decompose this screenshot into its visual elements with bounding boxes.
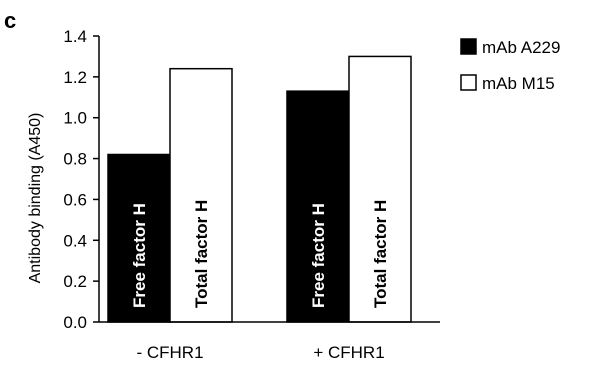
bar-mab-m15 (169, 67, 233, 323)
legend-label: mAb A229 (482, 38, 560, 57)
x-axis-ticks: - CFHR1 + CFHR1 (136, 343, 384, 362)
legend: mAb A229 mAb M15 (460, 38, 560, 93)
x-tick-label: + CFHR1 (313, 343, 384, 362)
y-tick-label: 0.6 (63, 190, 87, 209)
y-axis-title: Antibody binding (A450) (27, 113, 44, 284)
x-tick-label: - CFHR1 (136, 343, 203, 362)
bars: Free factor H Total factor H Free factor H… (107, 55, 412, 323)
legend-swatch (460, 74, 477, 91)
bar-label: Free factor H (130, 203, 149, 308)
bar-label: Free factor H (309, 203, 328, 308)
y-tick-label: 1.0 (63, 109, 87, 128)
bar-mab-m15 (348, 55, 412, 323)
legend-swatch (460, 38, 477, 55)
y-tick-label: 0.2 (63, 272, 87, 291)
panel-label: c (4, 8, 16, 33)
y-tick-label: 0.8 (63, 150, 87, 169)
legend-label: mAb M15 (482, 74, 555, 93)
y-axis-ticks: 0.0 0.2 0.4 0.6 0.8 1.0 1.2 1.4 (63, 27, 99, 332)
bar-label: Total factor H (192, 200, 211, 308)
y-tick-label: 0.4 (63, 231, 87, 250)
y-tick-label: 1.4 (63, 27, 87, 46)
y-tick-label: 0.0 (63, 313, 87, 332)
bar-mab-a229 (107, 153, 171, 323)
y-tick-label: 1.2 (63, 68, 87, 87)
bar-label: Total factor H (371, 200, 390, 308)
